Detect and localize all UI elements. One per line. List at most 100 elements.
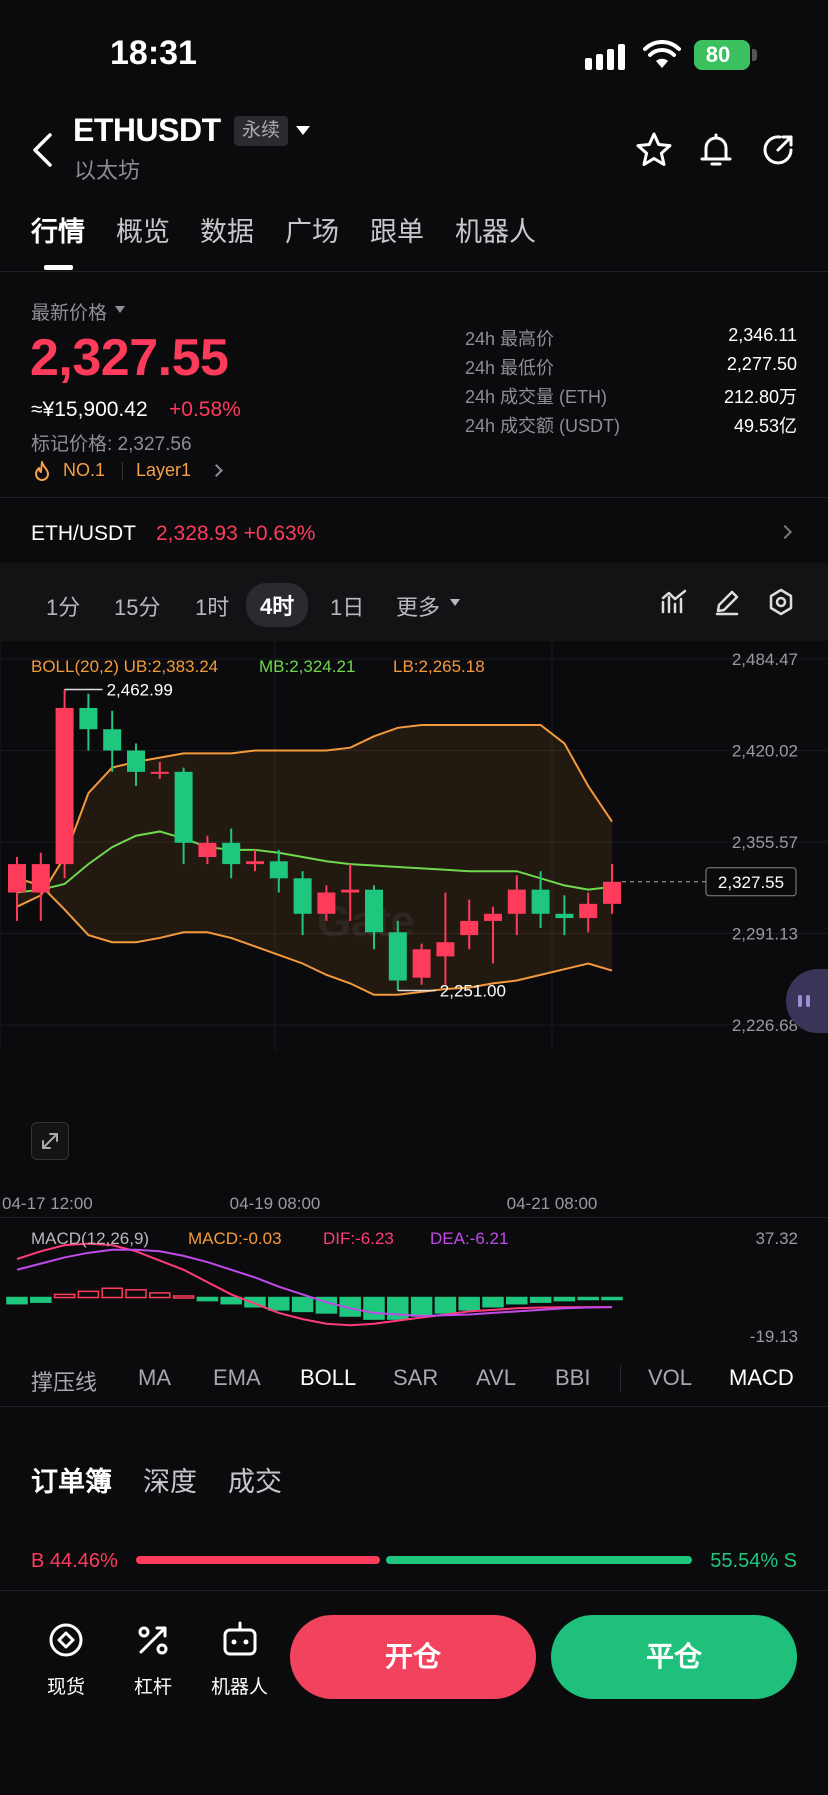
dif-line	[16, 1242, 613, 1327]
tab-bot[interactable]: 机器人	[455, 217, 536, 247]
floating-assist-handle[interactable]	[786, 969, 828, 1033]
spot-chevron-icon[interactable]	[777, 524, 793, 540]
macd-value: MACD:-0.03	[188, 1229, 282, 1248]
y-tick-label: 2,226.68	[732, 1016, 798, 1035]
boll-mb: MB:2,324.21	[259, 657, 356, 676]
indicator-settings-icon[interactable]	[660, 588, 688, 616]
sell-ratio-fill	[386, 1556, 692, 1564]
back-arrow-icon[interactable]	[28, 132, 58, 168]
pair-title[interactable]: ETHUSDT	[73, 112, 221, 148]
candle-body	[31, 864, 50, 893]
bottom-divider	[0, 1590, 828, 1591]
timeframe-1h[interactable]: 1时	[195, 595, 230, 620]
leverage-icon	[138, 1626, 168, 1655]
draw-pencil-icon[interactable]	[713, 588, 741, 616]
last-price-caret-icon[interactable]	[115, 306, 125, 313]
active-tab-indicator	[44, 265, 73, 270]
last-price-label[interactable]: 最新价格	[31, 303, 108, 324]
boll-ub: UB:2,383.24	[123, 657, 219, 676]
stat-value: 49.53亿	[733, 416, 797, 436]
candle-body	[507, 889, 526, 914]
candle-body	[317, 892, 336, 914]
timeframe-4h[interactable]: 4时	[246, 583, 309, 627]
buy-ratio-fill	[136, 1556, 381, 1564]
tab-square[interactable]: 广场	[285, 217, 339, 247]
spot-price[interactable]: 2,328.93 +0.63%	[156, 522, 316, 545]
tab-market[interactable]: 行情	[31, 217, 85, 247]
indicator-separator	[620, 1365, 621, 1393]
nav-leverage[interactable]: 杠杆	[127, 1620, 179, 1699]
indicator-support-resistance[interactable]: 撑压线	[31, 1370, 98, 1395]
contract-type-tag: 永续	[234, 116, 289, 146]
timeframe-more[interactable]: 更多	[396, 595, 441, 620]
pair-dropdown-caret-icon[interactable]	[296, 126, 310, 135]
macd-bar	[458, 1296, 480, 1311]
badge-separator	[122, 462, 123, 480]
tab-trades[interactable]: 成交	[228, 1467, 282, 1497]
candle-body	[603, 881, 621, 904]
stat-value: 2,277.50	[726, 354, 797, 374]
rank-badge[interactable]: NO.1	[63, 460, 106, 480]
timeframe-15m[interactable]: 15分	[114, 595, 161, 620]
spot-pair[interactable]: ETH/USDT	[31, 522, 136, 545]
x-tick-label: 04-21 08:00	[507, 1194, 598, 1213]
candle-body	[55, 707, 74, 865]
indicator-boll[interactable]: BOLL	[300, 1365, 357, 1390]
current-price-label: 2,327.55	[718, 873, 784, 892]
macd-bar	[149, 1292, 171, 1299]
indicator-sar[interactable]: SAR	[393, 1365, 439, 1390]
macd-histogram	[6, 1287, 623, 1320]
candle-body	[8, 864, 26, 893]
divider	[0, 1406, 828, 1407]
macd-bar	[6, 1296, 28, 1305]
bell-alert-icon[interactable]	[696, 130, 736, 170]
candle-body	[579, 903, 598, 919]
macd-bar	[553, 1296, 576, 1302]
macd-chart[interactable]: MACD(12,26,9) MACD:-0.03 DIF:-6.23 DEA:-…	[0, 1222, 828, 1352]
indicator-vol[interactable]: VOL	[648, 1365, 693, 1390]
timeframe-1m[interactable]: 1分	[46, 595, 81, 620]
tab-overview[interactable]: 概览	[116, 217, 170, 247]
timeframe-1d[interactable]: 1日	[330, 595, 365, 620]
last-price: 2,327.55	[30, 329, 229, 387]
chart-settings-icon[interactable]	[766, 587, 796, 617]
macd-bar	[506, 1296, 528, 1305]
macd-bar	[529, 1296, 552, 1303]
more-caret-icon[interactable]	[450, 599, 460, 606]
indicator-bbi[interactable]: BBI	[555, 1365, 591, 1390]
sector-badge[interactable]: Layer1	[136, 460, 192, 480]
price-change: +0.58%	[169, 398, 241, 421]
tab-depth[interactable]: 深度	[143, 1467, 197, 1497]
indicator-macd[interactable]: MACD	[729, 1365, 794, 1390]
macd-ytick-top: 37.32	[755, 1229, 798, 1248]
y-tick-label: 2,355.57	[732, 833, 798, 852]
close-position-button[interactable]: 平仓	[551, 1615, 797, 1699]
cny-price: ≈¥15,900.42	[31, 398, 148, 421]
stat-value: 212.80万	[723, 387, 797, 407]
nav-bot[interactable]: 机器人	[211, 1620, 268, 1699]
stat-key: 24h 最高价	[465, 329, 555, 349]
open-position-button[interactable]: 开仓	[290, 1615, 536, 1699]
indicator-ma[interactable]: MA	[138, 1365, 171, 1390]
boll-mb-line	[16, 830, 613, 894]
sector-chevron-icon[interactable]	[210, 464, 223, 477]
fullscreen-button[interactable]	[31, 1122, 69, 1160]
candle-body	[436, 942, 455, 957]
tab-orderbook[interactable]: 订单簿	[31, 1467, 112, 1497]
indicator-ema[interactable]: EMA	[213, 1365, 261, 1390]
tab-copy-trading[interactable]: 跟单	[370, 217, 424, 247]
candle-body	[222, 842, 241, 865]
stat-row: 24h 成交额 (USDT) 49.53亿	[465, 412, 797, 441]
candle-body	[388, 932, 407, 981]
star-favorite-icon[interactable]	[634, 130, 674, 170]
indicator-avl[interactable]: AVL	[476, 1365, 516, 1390]
candle-body	[269, 861, 288, 879]
y-tick-label: 2,420.02	[732, 742, 798, 761]
share-icon[interactable]	[758, 130, 798, 170]
candlestick-chart[interactable]: Gate 2,462.992,251.002,327.55 2,484.472,…	[0, 641, 828, 1226]
nav-spot[interactable]: 现货	[40, 1620, 92, 1699]
candle-body	[293, 878, 312, 914]
x-tick-label: 04-19 08:00	[230, 1194, 321, 1213]
tab-data[interactable]: 数据	[200, 217, 254, 247]
dea-line	[16, 1248, 613, 1318]
